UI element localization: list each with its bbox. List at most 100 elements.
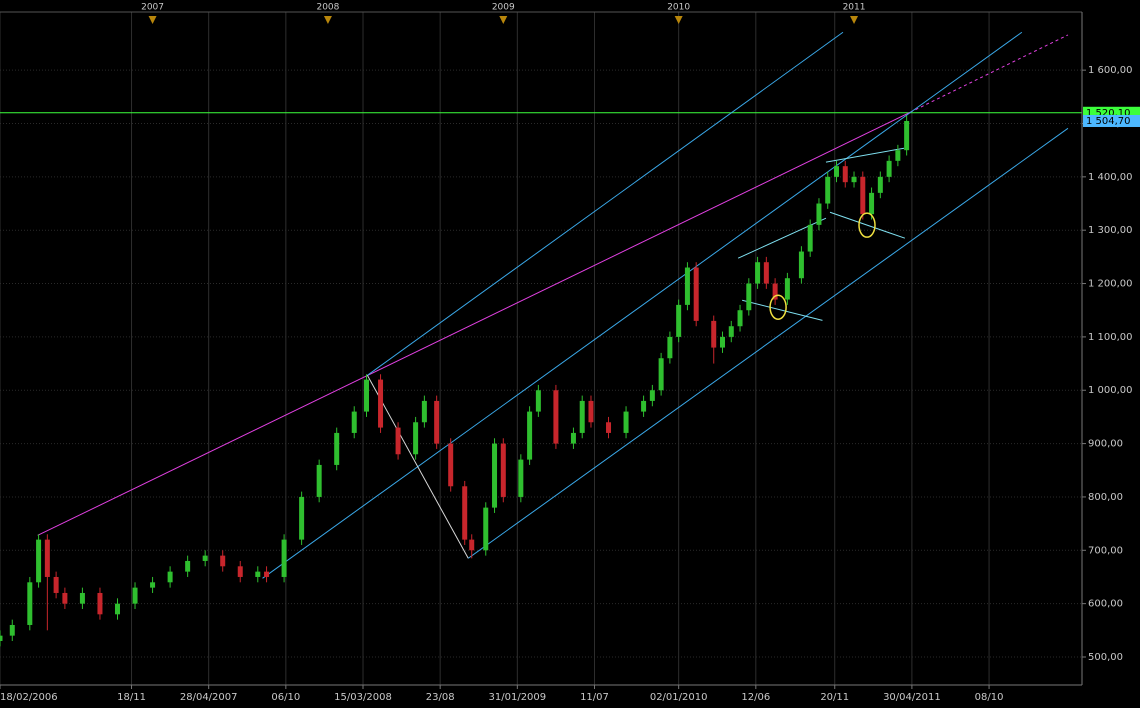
candle-body — [684, 267, 690, 305]
candle-body — [378, 379, 384, 428]
candle-body — [36, 539, 42, 583]
candle-body — [364, 379, 370, 412]
x-tick-label: 18/11 — [117, 692, 146, 703]
candle-body — [588, 400, 594, 423]
candle-body — [606, 422, 612, 433]
candle-body — [772, 283, 778, 300]
candle-body — [623, 411, 629, 433]
trend-line — [825, 147, 905, 163]
candle-body — [746, 283, 752, 311]
y-tick-label: 1 200,00 — [1088, 279, 1133, 290]
year-marker — [850, 16, 859, 24]
candle-body — [658, 358, 664, 391]
candle-body — [255, 571, 261, 577]
candle-body — [676, 304, 682, 337]
y-tick-label: 1 400,00 — [1088, 172, 1133, 183]
candle-body — [62, 592, 68, 604]
y-tick-label: 1 600,00 — [1088, 65, 1133, 76]
year-label: 2008 — [316, 3, 339, 13]
candle-body — [763, 262, 769, 284]
year-label: 2011 — [843, 3, 866, 13]
candle-body — [518, 459, 524, 497]
plot-area — [0, 31, 1082, 647]
y-tick-label: 700,00 — [1088, 545, 1123, 556]
candle-body — [395, 427, 401, 455]
candle-body — [737, 310, 743, 327]
candle-body — [492, 443, 498, 508]
candle-body — [851, 176, 857, 183]
year-marker — [674, 16, 683, 24]
year-label: 2010 — [667, 3, 690, 13]
candle-body — [132, 587, 138, 604]
candle-body — [784, 278, 790, 300]
year-label: 2007 — [141, 3, 164, 13]
candle-body — [807, 224, 813, 252]
candle-body — [434, 400, 440, 444]
x-tick-label: 08/10 — [975, 692, 1004, 703]
candle-body — [316, 464, 322, 497]
y-tick-label: 1 000,00 — [1088, 385, 1133, 396]
x-tick-label: 02/01/2010 — [650, 692, 708, 703]
candle-body — [167, 571, 173, 583]
trend-line — [367, 31, 844, 376]
y-tick-label: 800,00 — [1088, 492, 1123, 503]
candle-body — [895, 150, 901, 161]
candle-body — [527, 411, 533, 460]
x-tick-label: 15/03/2008 — [334, 692, 392, 703]
candle-body — [667, 336, 673, 359]
candle-body — [825, 176, 831, 204]
candle-body — [264, 571, 270, 577]
candle-body — [281, 539, 287, 577]
candle-body — [842, 166, 848, 183]
last-price-label: 1 504,70 — [1086, 116, 1131, 127]
candle-body — [877, 176, 883, 193]
candle-body — [114, 603, 120, 615]
candle-body — [421, 400, 427, 423]
candle-body — [755, 262, 761, 284]
year-label: 2009 — [492, 3, 515, 13]
x-tick-label: 06/10 — [271, 692, 300, 703]
highlight-circle — [769, 294, 787, 320]
y-tick-label: 900,00 — [1088, 439, 1123, 450]
candle-body — [693, 267, 699, 321]
trend-line — [366, 375, 469, 559]
candle-body — [0, 635, 3, 641]
trend-line — [467, 127, 1069, 559]
x-tick-label: 12/06 — [741, 692, 770, 703]
trend-line — [742, 299, 823, 321]
candle-body — [904, 120, 910, 151]
x-tick-label: 11/07 — [580, 692, 609, 703]
candle-body — [9, 624, 15, 636]
candle-body — [535, 390, 541, 412]
y-tick-label: 1 300,00 — [1088, 225, 1133, 236]
x-tick-label: 31/01/2009 — [489, 692, 547, 703]
candle-body — [220, 555, 226, 567]
candle-body — [483, 507, 489, 551]
axes: 500,00 600,00 700,00 800,00 900,00 1 000,00 1 … — [0, 3, 1140, 703]
candle-body — [462, 486, 468, 540]
x-tick-label: 18/02/2006 — [0, 692, 58, 703]
year-marker — [148, 16, 157, 24]
candle-body — [448, 443, 454, 487]
trend-line — [829, 211, 906, 239]
x-tick-label: 28/04/2007 — [180, 692, 238, 703]
candle-body — [798, 251, 804, 279]
candle-body — [202, 555, 208, 561]
candle-body — [886, 160, 892, 177]
highlight-circle — [858, 212, 876, 238]
candle-body — [728, 326, 734, 337]
candle-body — [44, 539, 50, 577]
y-tick-label: 600,00 — [1088, 599, 1123, 610]
candle-body — [150, 582, 156, 588]
candle-body — [500, 443, 506, 497]
candle-body — [711, 320, 717, 348]
candle-body — [833, 166, 839, 177]
candle-body — [649, 390, 655, 401]
last-price-box — [1083, 114, 1140, 127]
x-tick-label: 23/08 — [426, 692, 455, 703]
candle-body — [97, 592, 103, 615]
candle-body — [351, 411, 357, 433]
